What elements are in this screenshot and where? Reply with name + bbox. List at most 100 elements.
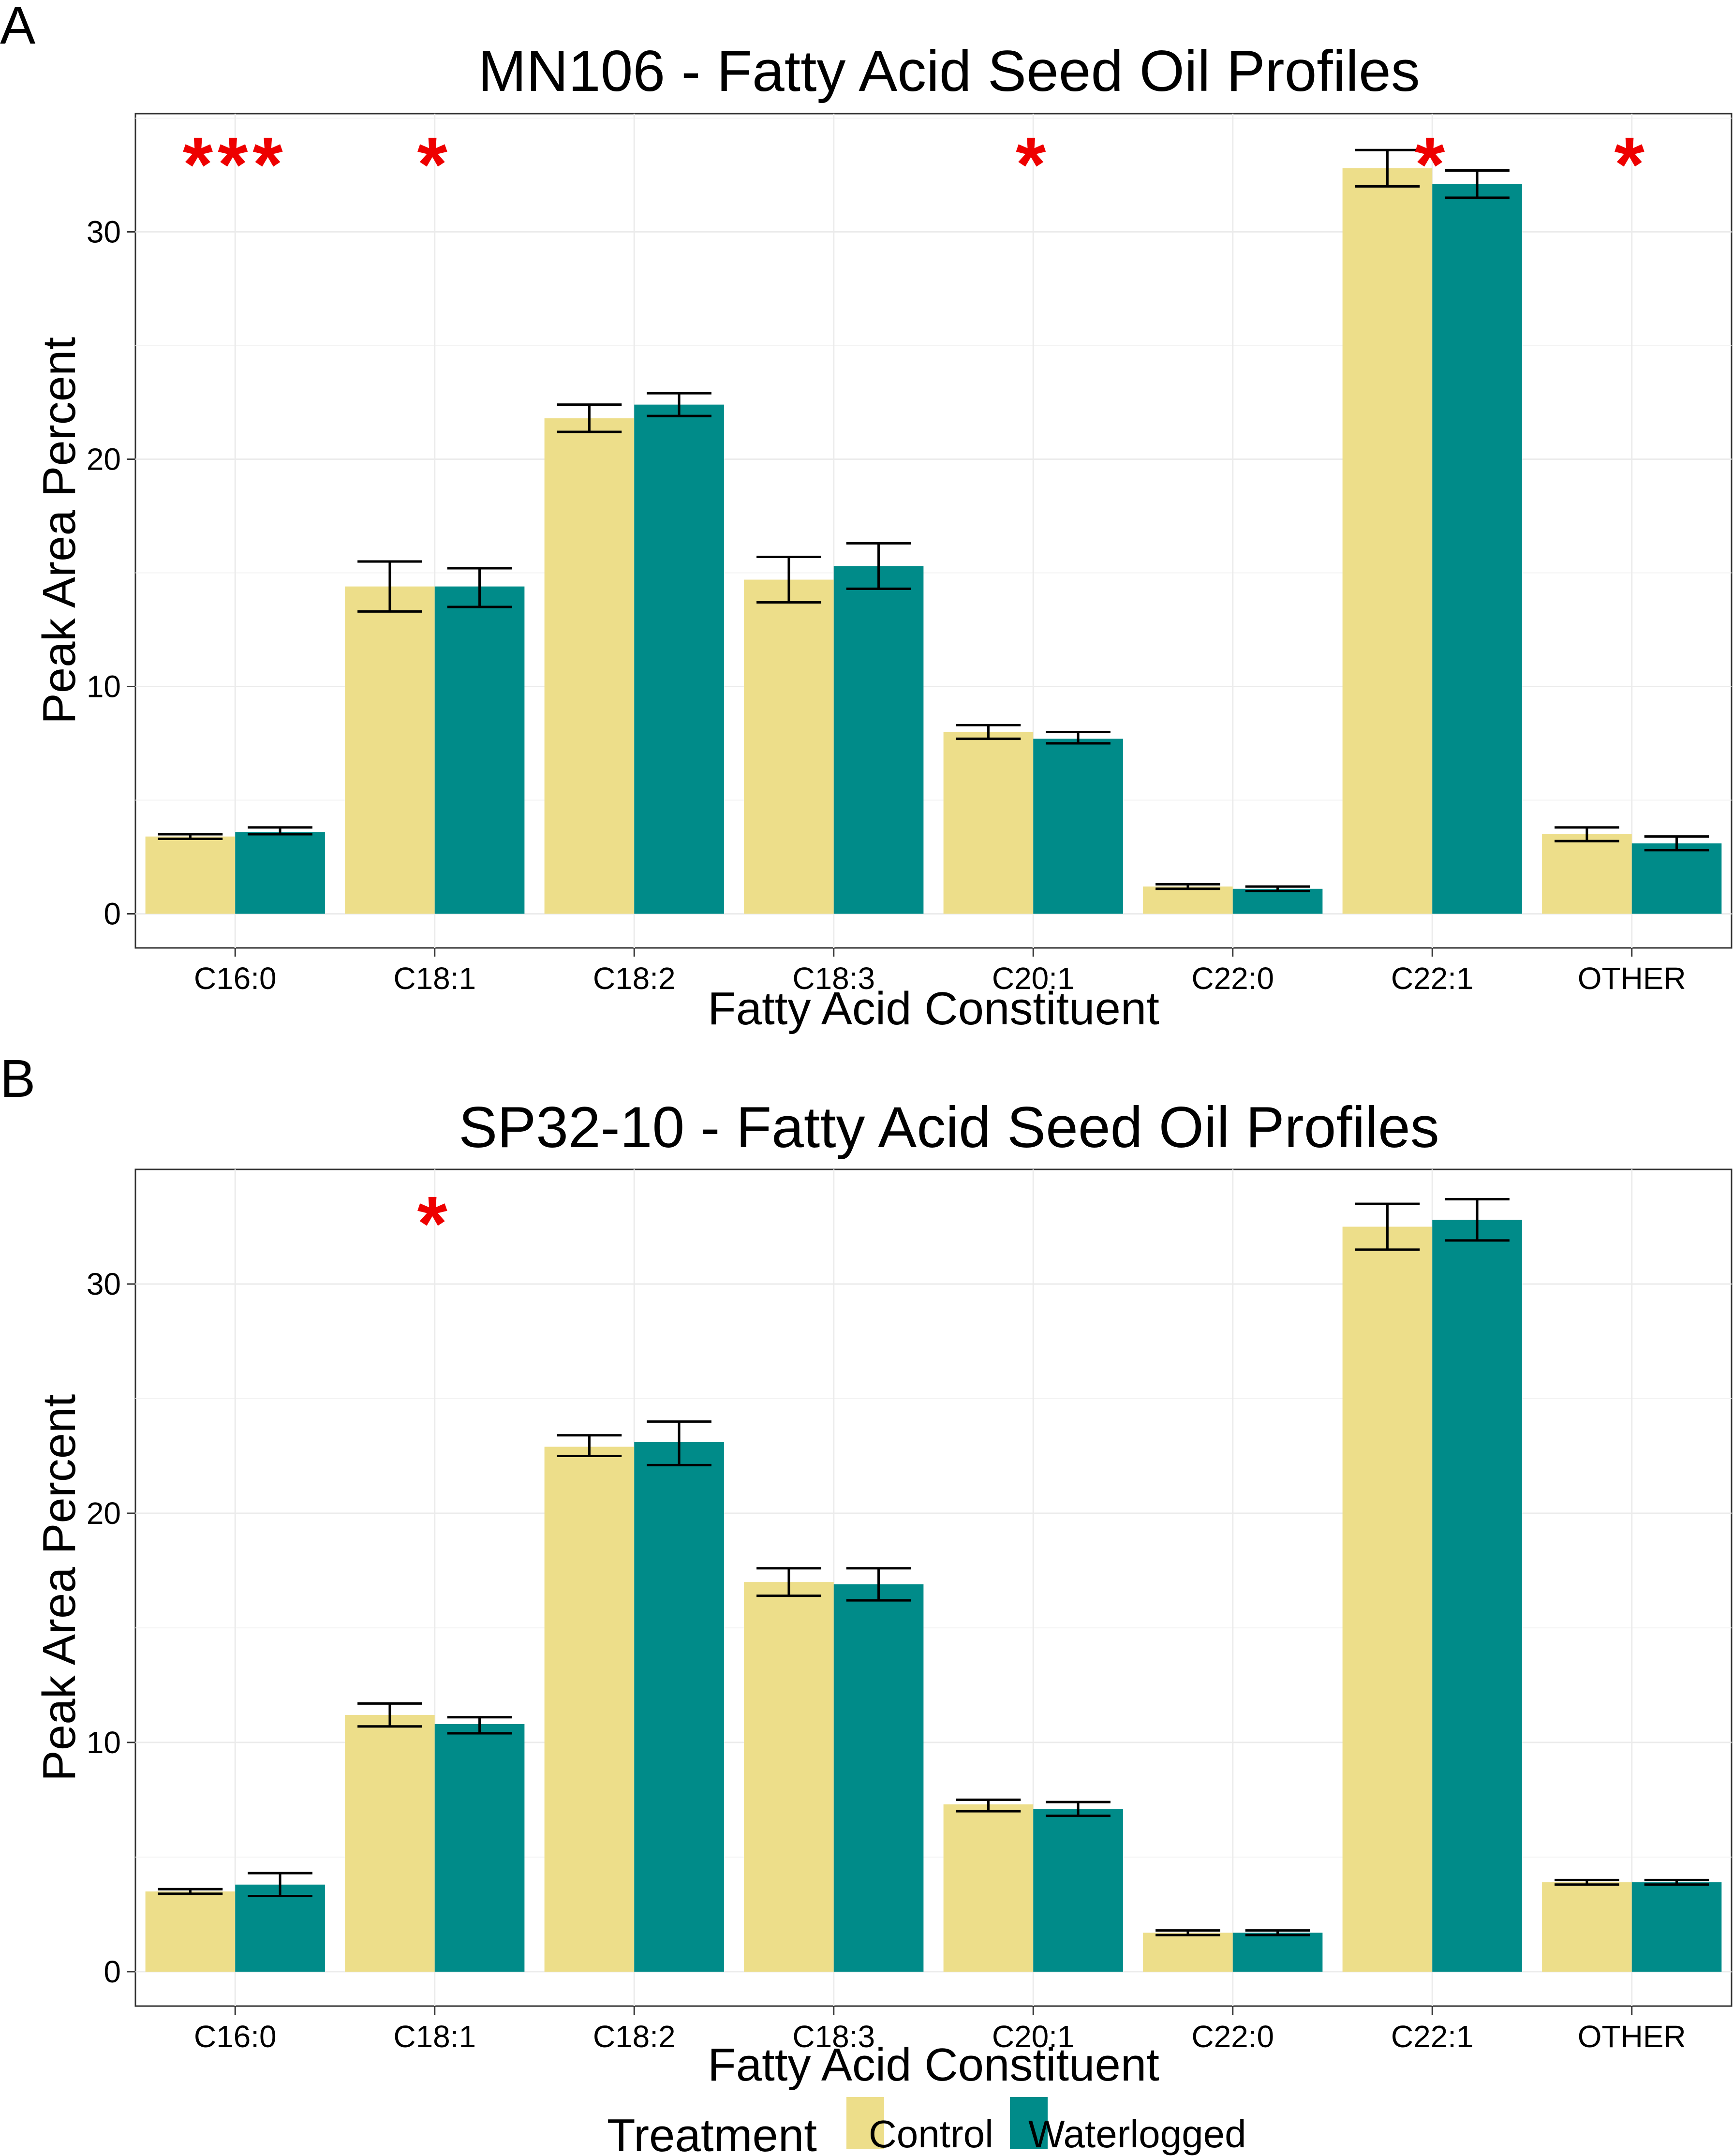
panel-b-bar-control-c22-1	[1342, 1226, 1433, 1972]
legend: Treatment Control Waterlogged	[607, 2097, 1246, 2156]
panel-a-error-bar-control-c20-1	[956, 724, 1021, 740]
panel-b-error-bars	[158, 1198, 1709, 1936]
panel-b-error-bar-waterlogged-c18-1	[447, 1716, 512, 1735]
panel-a-error-bar-control-c16-0	[158, 833, 223, 840]
panel-a-bar-control-c16-0	[145, 836, 236, 914]
panel-b-bar-waterlogged-c20-1	[1033, 1809, 1123, 1972]
legend-swatch-control	[846, 2097, 884, 2149]
panel-a-bar-waterlogged-c22-1	[1432, 184, 1522, 914]
legend-label-waterlogged: Waterlogged	[1028, 2112, 1246, 2156]
panel-b-error-bar-waterlogged-c22-1	[1445, 1198, 1510, 1242]
panel-a-error-bar-waterlogged-other	[1644, 835, 1709, 852]
panel-a-x-tick-label-c20-1: C20:1	[992, 961, 1075, 996]
panel-b: B SP32-10 - Fatty Acid Seed Oil Profiles…	[0, 1049, 1733, 2091]
panel-a-y-axis-label: Peak Area Percent	[33, 337, 85, 724]
panel-b-bars	[145, 1220, 1722, 1972]
panel-a-axis-ticks: 0 10 20 30 C16:0 C18:1 C18:2 C18:3 C20:1 C22:0 C22…	[87, 214, 1686, 996]
panel-b-error-bar-waterlogged-c20-1	[1046, 1801, 1111, 1817]
panel-b-error-bar-waterlogged-c16-0	[248, 1872, 312, 1897]
panel-a-error-bar-control-c22-0	[1155, 883, 1220, 890]
panel-b-error-bar-control-c18-1	[357, 1702, 422, 1728]
panel-a-significance-c20-1: *	[1016, 121, 1051, 207]
panel-b-significance-c18-1: *	[417, 1180, 452, 1267]
panel-b-bar-waterlogged-c22-1	[1432, 1220, 1522, 1972]
panel-a-error-bar-waterlogged-c18-2	[647, 392, 711, 417]
panel-a-error-bar-control-other	[1555, 826, 1619, 842]
panel-a-bars	[145, 168, 1722, 914]
panel-b-y-axis-label: Peak Area Percent	[33, 1394, 85, 1781]
panel-b-bar-waterlogged-c18-3	[833, 1584, 924, 1972]
panel-b-x-tick-label-c20-1: C20:1	[992, 2019, 1075, 2054]
panel-b-error-bar-control-c22-0	[1155, 1929, 1220, 1936]
panel-a-bar-control-c18-2	[544, 418, 635, 914]
panel-b-bar-control-c22-0	[1143, 1933, 1233, 1972]
panel-b-error-bar-waterlogged-c22-0	[1245, 1929, 1310, 1936]
panel-a-y-tick-label: 0	[104, 896, 121, 931]
panel-a-y-tick-label: 20	[87, 442, 121, 476]
panel-b-bar-waterlogged-c18-2	[634, 1442, 724, 1972]
panel-a-x-tick-label-c22-0: C22:0	[1191, 961, 1274, 996]
panel-a-y-tick-label: 10	[87, 669, 121, 704]
panel-a-x-axis-label: Fatty Acid Constituent	[708, 983, 1159, 1034]
panel-a-bar-waterlogged-other	[1631, 843, 1722, 914]
panel-b-y-tick-label: 10	[87, 1725, 121, 1760]
panel-b-bar-control-c16-0	[145, 1891, 236, 1972]
panel-b-significance: *	[417, 1180, 452, 1267]
panel-b-error-bar-control-other	[1555, 1878, 1619, 1886]
panel-a-x-tick-label-other: OTHER	[1578, 961, 1686, 996]
panel-b-y-tick-label: 20	[87, 1496, 121, 1531]
panel-b-bar-waterlogged-c22-0	[1232, 1933, 1323, 1972]
panel-b-bar-waterlogged-c16-0	[235, 1884, 325, 1972]
panel-a-error-bar-waterlogged-c18-3	[846, 542, 911, 590]
panel-a-significance-c18-1: *	[417, 121, 452, 207]
panel-b-letter: B	[0, 1049, 35, 1108]
panel-b-bar-waterlogged-other	[1631, 1882, 1722, 1972]
panel-a-error-bar-control-c18-1	[357, 560, 422, 613]
panel-b-error-bar-control-c16-0	[158, 1888, 223, 1895]
panel-b-bar-control-c18-1	[345, 1715, 435, 1972]
panel-a-error-bar-control-c18-2	[557, 403, 622, 433]
panel-b-error-bar-control-c20-1	[956, 1798, 1021, 1813]
panel-a-error-bar-waterlogged-c18-1	[447, 567, 512, 608]
panel-a-error-bar-waterlogged-c22-0	[1245, 885, 1310, 892]
panel-a-x-tick-label-c16-0: C16:0	[194, 961, 277, 996]
panel-a-significance-c16-0: ***	[183, 121, 288, 207]
panel-a-bar-waterlogged-c18-2	[634, 404, 724, 914]
panel-b-error-bar-control-c18-2	[557, 1434, 622, 1457]
panel-a-x-tick-label-c18-1: C18:1	[393, 961, 476, 996]
panel-b-x-tick-label-c22-1: C22:1	[1391, 2019, 1474, 2054]
panel-a: A MN106 - Fatty Acid Seed Oil Profiles 0…	[0, 0, 1733, 1034]
panel-b-x-tick-label-c16-0: C16:0	[194, 2019, 277, 2054]
panel-b-x-tick-label-c18-3: C18:3	[792, 2019, 875, 2054]
panel-b-bar-control-other	[1542, 1882, 1632, 1972]
panel-a-title: MN106 - Fatty Acid Seed Oil Profiles	[478, 39, 1420, 103]
panel-a-bar-waterlogged-c20-1	[1033, 738, 1123, 914]
panel-a-error-bar-waterlogged-c20-1	[1046, 730, 1111, 745]
legend-title: Treatment	[607, 2110, 817, 2156]
legend-label-control: Control	[869, 2112, 993, 2156]
panel-a-bar-control-c22-1	[1342, 168, 1433, 914]
panel-a-error-bars	[158, 148, 1709, 892]
panel-a-significance-c22-1: *	[1415, 121, 1450, 207]
panel-a-bar-control-c22-0	[1143, 886, 1233, 914]
panel-a-x-tick-label-c18-2: C18:2	[593, 961, 676, 996]
panel-b-y-tick-label: 0	[104, 1954, 121, 1989]
panel-a-bar-control-c18-3	[744, 579, 834, 914]
panel-b-axis-ticks: 0 10 20 30 C16:0 C18:1 C18:2 C18:3 C20:1 C22:0 C22…	[87, 1267, 1686, 2054]
panel-b-x-tick-label-c18-1: C18:1	[393, 2019, 476, 2054]
panel-a-error-bar-waterlogged-c22-1	[1445, 169, 1510, 199]
panel-a-bar-waterlogged-c22-0	[1232, 888, 1323, 914]
panel-a-x-tick-label-c22-1: C22:1	[1391, 961, 1474, 996]
panel-a-error-bar-waterlogged-c16-0	[248, 826, 312, 836]
panel-b-x-tick-label-c22-0: C22:0	[1191, 2019, 1274, 2054]
panel-a-x-tick-label-c18-3: C18:3	[792, 961, 875, 996]
panel-b-x-tick-label-c18-2: C18:2	[593, 2019, 676, 2054]
panel-a-bar-waterlogged-c18-3	[833, 566, 924, 914]
panel-b-error-bar-control-c22-1	[1355, 1202, 1420, 1251]
panel-b-x-tick-label-other: OTHER	[1578, 2019, 1686, 2054]
panel-b-bar-waterlogged-c18-1	[434, 1724, 525, 1972]
panel-a-bar-waterlogged-c16-0	[235, 832, 325, 914]
panel-a-bar-control-c18-1	[345, 586, 435, 914]
panel-a-bar-control-c20-1	[943, 732, 1034, 914]
